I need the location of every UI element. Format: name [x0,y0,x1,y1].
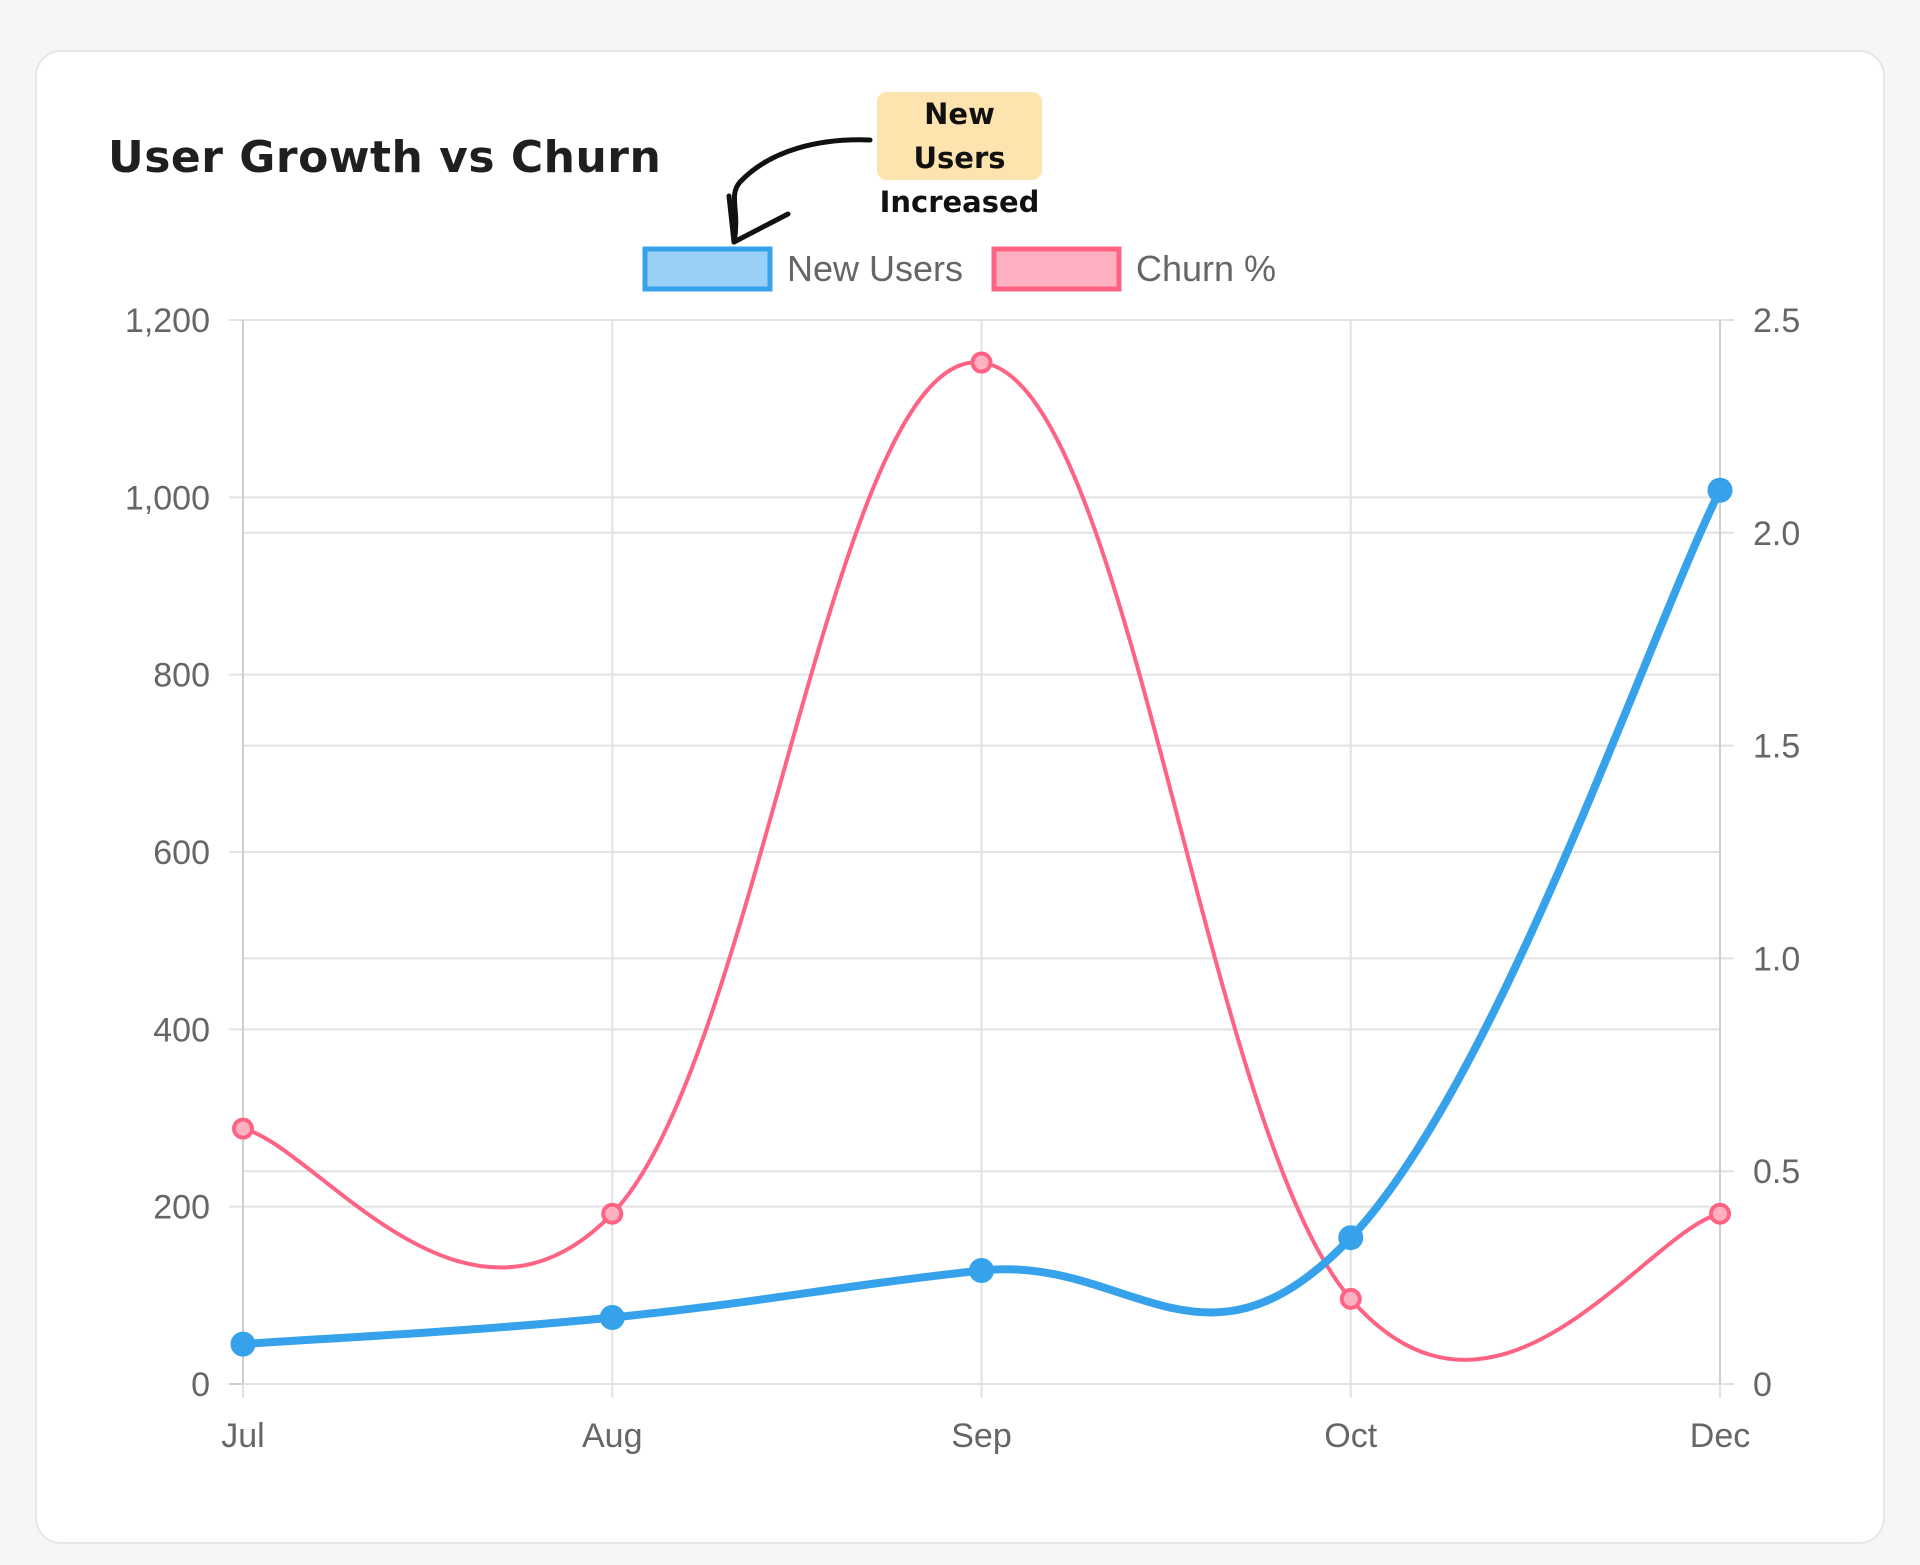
legend-label-new-users: New Users [787,248,963,289]
y-left-tick-label: 0 [191,1366,210,1404]
chart-title: User Growth vs Churn [108,132,662,183]
data-point-new-users [599,1305,625,1330]
y-left-tick-label: 400 [153,1011,210,1049]
legend-label-churn: Churn % [1136,248,1276,289]
data-point-churn [232,1117,254,1140]
data-point-churn [601,1202,624,1225]
data-point-churn [970,351,993,374]
y-left-tick-label: 600 [153,834,210,872]
series-line-new-users [239,486,1724,1349]
y-left-tick-label: 800 [153,657,210,695]
y-left-tick-label: 1,000 [125,479,210,517]
data-point-churn [1339,1287,1362,1310]
legend-swatch-new-users [642,246,773,292]
annotation-arrow-icon [726,137,873,245]
data-point-churn [1709,1202,1731,1225]
y-right-tick-label: 0.5 [1753,1153,1800,1191]
data-point-new-users [969,1258,994,1284]
y-left-tick-label: 1,200 [125,302,210,340]
y-right-tick-label: 0 [1753,1366,1772,1404]
annotation-callout: New Users Increased [877,92,1042,219]
series-layer [230,351,1733,1362]
legend-swatch-churn [991,246,1122,292]
y-right-tick-label: 1.5 [1753,728,1800,766]
x-tick-label: Sep [951,1417,1012,1455]
y-left-tick-label: 200 [153,1189,210,1227]
data-point-new-users [230,1331,256,1357]
x-tick-label: Dec [1690,1417,1750,1455]
y-right-tick-label: 2.0 [1753,515,1800,553]
legend: New Users Churn % [642,246,1276,292]
x-tick-label: Aug [582,1417,643,1455]
axis-ticks: Jul Aug Sep Oct Dec02004006008001,0001,20000… [125,302,1800,1455]
y-right-tick-label: 1.0 [1753,940,1800,978]
y-right-tick-label: 2.5 [1753,302,1800,340]
chart-card [35,50,1885,1544]
x-tick-label: Jul [221,1417,264,1455]
grid [229,319,1734,1398]
data-point-new-users [1338,1225,1364,1251]
data-point-new-users [1707,477,1733,503]
x-tick-label: Oct [1324,1417,1377,1455]
